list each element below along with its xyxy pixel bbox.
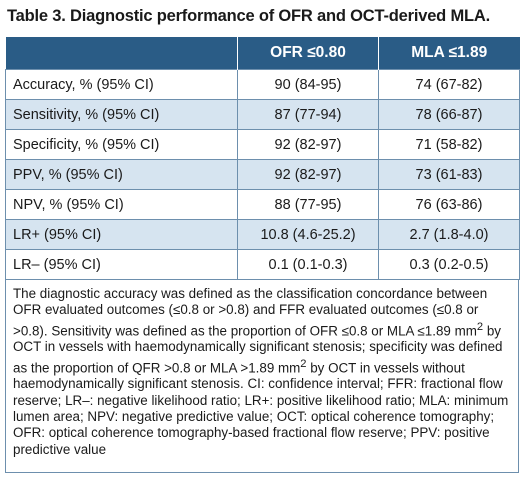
mla-value: 2.7 (1.8-4.0) bbox=[378, 219, 520, 250]
row-label: PPV, % (95% CI) bbox=[5, 159, 238, 190]
header-cell-mla: MLA ≤1.89 bbox=[378, 37, 520, 70]
diagnostic-performance-table: OFR ≤0.80 MLA ≤1.89 Accuracy, % (95% CI)… bbox=[5, 37, 520, 280]
mla-value: 76 (63-86) bbox=[378, 189, 520, 220]
ofr-value: 90 (84-95) bbox=[237, 69, 379, 100]
footnote-part-3: by OCT in vessels without haemodynamical… bbox=[13, 360, 509, 457]
superscript-2: 2 bbox=[300, 357, 307, 370]
superscript-2: 2 bbox=[476, 320, 484, 333]
mla-value: 0.3 (0.2-0.5) bbox=[378, 249, 520, 280]
header-cell-empty bbox=[5, 37, 238, 70]
table-title: Table 3. Diagnostic performance of OFR a… bbox=[7, 7, 490, 25]
table-row: NPV, % (95% CI) 88 (77-95) 76 (63-86) bbox=[5, 189, 520, 220]
table-row: Specificity, % (95% CI) 92 (82-97) 71 (5… bbox=[5, 129, 520, 160]
table-row: PPV, % (95% CI) 92 (82-97) 73 (61-83) bbox=[5, 159, 520, 190]
row-label: LR+ (95% CI) bbox=[5, 219, 238, 250]
row-label: Accuracy, % (95% CI) bbox=[5, 69, 238, 100]
table-row: Sensitivity, % (95% CI) 87 (77-94) 78 (6… bbox=[5, 99, 520, 130]
table-footnote: The diagnostic accuracy was defined as t… bbox=[5, 280, 519, 473]
mla-value: 74 (67-82) bbox=[378, 69, 520, 100]
ofr-value: 0.1 (0.1-0.3) bbox=[237, 249, 379, 280]
footnote-part-2: by OCT in vessels with haemodynamically … bbox=[13, 323, 503, 376]
ofr-value: 92 (82-97) bbox=[237, 159, 379, 190]
row-label: Specificity, % (95% CI) bbox=[5, 129, 238, 160]
ofr-value: 88 (77-95) bbox=[237, 189, 379, 220]
row-label: NPV, % (95% CI) bbox=[5, 189, 238, 220]
table-row: Accuracy, % (95% CI) 90 (84-95) 74 (67-8… bbox=[5, 69, 520, 100]
footnote-part-1: The diagnostic accuracy was defined as t… bbox=[13, 286, 488, 339]
ofr-value: 10.8 (4.6-25.2) bbox=[237, 219, 379, 250]
mla-value: 73 (61-83) bbox=[378, 159, 520, 190]
header-cell-ofr: OFR ≤0.80 bbox=[237, 37, 379, 70]
mla-value: 71 (58-82) bbox=[378, 129, 520, 160]
header-row: OFR ≤0.80 MLA ≤1.89 bbox=[5, 37, 520, 70]
table-row: LR– (95% CI) 0.1 (0.1-0.3) 0.3 (0.2-0.5) bbox=[5, 249, 520, 280]
table-row: LR+ (95% CI) 10.8 (4.6-25.2) 2.7 (1.8-4.… bbox=[5, 219, 520, 250]
ofr-value: 92 (82-97) bbox=[237, 129, 379, 160]
mla-value: 78 (66-87) bbox=[378, 99, 520, 130]
ofr-value: 87 (77-94) bbox=[237, 99, 379, 130]
footnote-text: The diagnostic accuracy was defined as t… bbox=[13, 286, 511, 458]
row-label: LR– (95% CI) bbox=[5, 249, 238, 280]
row-label: Sensitivity, % (95% CI) bbox=[5, 99, 238, 130]
